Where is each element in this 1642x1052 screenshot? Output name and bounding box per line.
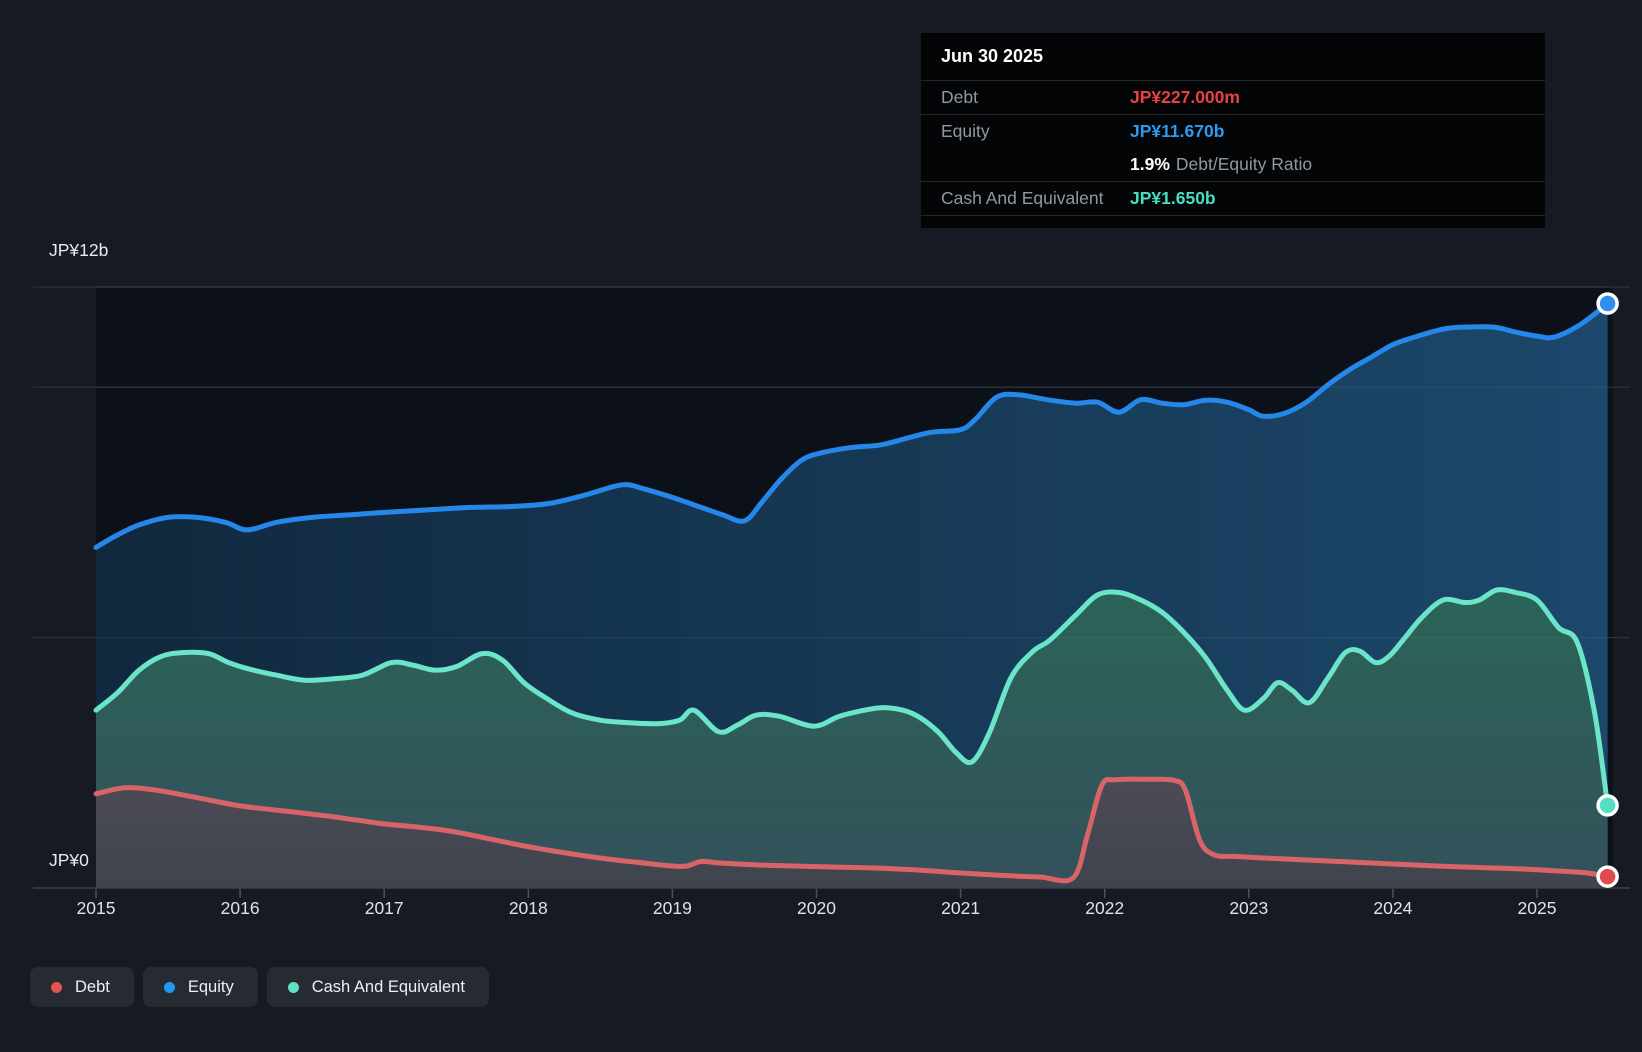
- x-axis-label-2018: 2018: [508, 898, 548, 918]
- legend-item-equity[interactable]: Equity: [142, 967, 258, 1007]
- debt-area: [96, 779, 1608, 888]
- tooltip-row-equity: Equity JP¥11.670b: [921, 115, 1545, 148]
- tooltip-cash-value: JP¥1.650b: [1130, 188, 1216, 208]
- legend-item-debt[interactable]: Debt: [30, 967, 134, 1007]
- tooltip-ratio-label: Debt/Equity Ratio: [1175, 154, 1313, 174]
- tooltip-row-cash: Cash And Equivalent JP¥1.650b: [921, 182, 1545, 216]
- legend: Debt Equity Cash And Equivalent: [30, 967, 489, 1007]
- cash-and-equivalent-area: [96, 589, 1608, 888]
- x-axis-label-2017: 2017: [364, 898, 404, 918]
- tooltip-row-ratio: 1.9% Debt/Equity Ratio: [921, 148, 1545, 182]
- x-axis-label-2024: 2024: [1373, 898, 1413, 918]
- tooltip-row-debt: Debt JP¥227.000m: [921, 81, 1545, 115]
- tooltip-debt-label: Debt: [941, 87, 978, 107]
- cash-and-equivalent-end-marker: [1596, 794, 1619, 817]
- x-axis-label-2019: 2019: [652, 898, 692, 918]
- x-axis-label-2023: 2023: [1229, 898, 1269, 918]
- x-axis-label-2021: 2021: [941, 898, 981, 918]
- equity-dot-icon: [163, 981, 175, 993]
- y-axis-label-max: JP¥12b: [49, 240, 109, 260]
- tooltip-cash-label: Cash And Equivalent: [941, 188, 1104, 208]
- tooltip-ratio-value: 1.9%: [1130, 154, 1170, 174]
- debt-end-marker: [1596, 865, 1619, 888]
- x-axis-label-2016: 2016: [220, 898, 260, 918]
- tooltip-debt-value: JP¥227.000m: [1130, 87, 1240, 107]
- equity-line: [93, 301, 1611, 550]
- x-axis-label-2015: 2015: [76, 898, 116, 918]
- y-axis-label-zero: JP¥0: [49, 850, 89, 870]
- chart-tooltip: Jun 30 2025 Debt JP¥227.000m Equity JP¥1…: [921, 33, 1545, 228]
- x-axis-label-2020: 2020: [797, 898, 836, 918]
- legend-item-cash[interactable]: Cash And Equivalent: [266, 967, 489, 1007]
- debt-line: [93, 776, 1611, 884]
- tooltip-equity-label: Equity: [941, 121, 990, 141]
- tooltip-equity-value: JP¥11.670b: [1130, 121, 1225, 141]
- equity-end-marker: [1596, 292, 1619, 315]
- cash-dot-icon: [287, 981, 299, 993]
- debt-dot-icon: [51, 981, 62, 993]
- tooltip-date: Jun 30 2025: [921, 33, 1545, 81]
- cash-and-equivalent-line: [93, 587, 1611, 808]
- x-axis-label-2025: 2025: [1517, 898, 1557, 918]
- x-axis-label-2022: 2022: [1085, 898, 1125, 918]
